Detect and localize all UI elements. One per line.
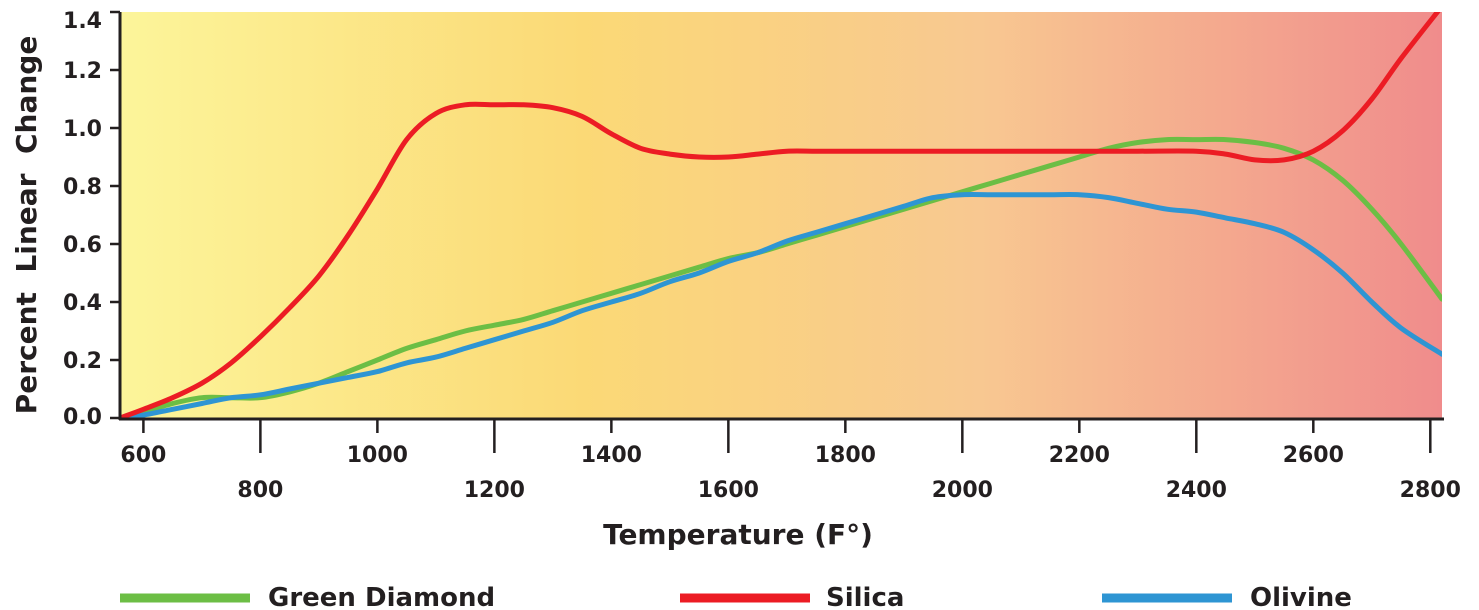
- x-tick-label: 2000: [932, 478, 993, 503]
- y-axis-title: Percent Linear Change: [10, 36, 43, 415]
- series-line-silica: [120, 12, 1441, 418]
- x-tick-label: 2600: [1283, 443, 1344, 468]
- y-tick-label: 1.2: [63, 59, 102, 84]
- plot-background: [120, 12, 1442, 418]
- y-tick-label: 0.2: [63, 349, 102, 374]
- x-tick-label: 2800: [1400, 478, 1461, 503]
- x-tick-label: 1600: [698, 478, 759, 503]
- y-tick-label: 0.4: [63, 291, 102, 316]
- x-tick-label: 1400: [581, 443, 642, 468]
- y-tick-label: 0.6: [63, 233, 102, 258]
- x-tick-label: 1200: [464, 478, 525, 503]
- series-group: [120, 12, 1442, 418]
- legend-label-olivine: Olivine: [1250, 583, 1352, 610]
- x-axis-ticks: 600 800 1000 1200 1400 1600 1800 2000 2200 2400 26…: [120, 419, 1461, 503]
- x-tick-label: 1000: [347, 443, 408, 468]
- legend-label-silica: Silica: [826, 583, 904, 610]
- x-tick-label: 600: [120, 443, 166, 468]
- y-tick-label: 1.0: [63, 117, 102, 142]
- legend-item-green-diamond: Green Diamond: [120, 583, 495, 610]
- x-axis-title: Temperature (F°): [603, 518, 873, 551]
- legend-item-olivine: Olivine: [1102, 583, 1352, 610]
- x-tick-label: 2200: [1049, 443, 1110, 468]
- legend-label-green-diamond: Green Diamond: [268, 583, 495, 610]
- legend: Green Diamond Silica Olivine: [120, 583, 1352, 610]
- x-tick-label: 2400: [1166, 478, 1227, 503]
- x-tick-label: 800: [237, 478, 283, 503]
- y-tick-label: 0.8: [63, 175, 102, 200]
- legend-item-silica: Silica: [680, 583, 904, 610]
- y-tick-label: 0.0: [63, 405, 102, 430]
- y-axis-ticks: 0.0 0.2 0.4 0.6 0.8 1.0 1.2 1.4: [63, 9, 120, 430]
- x-tick-label: 1800: [815, 443, 876, 468]
- y-tick-label: 1.4: [63, 9, 102, 34]
- series-line-olivine: [120, 191, 1442, 418]
